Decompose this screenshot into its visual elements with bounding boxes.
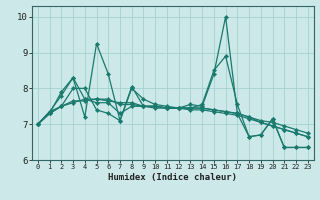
- X-axis label: Humidex (Indice chaleur): Humidex (Indice chaleur): [108, 173, 237, 182]
